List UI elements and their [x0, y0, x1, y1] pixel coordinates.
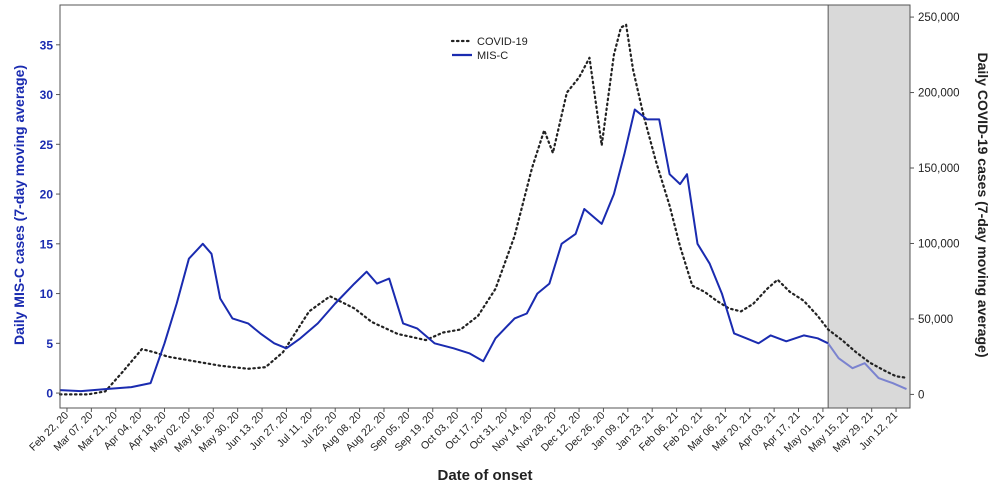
right-axis-tick-label: 200,000 — [918, 88, 960, 100]
series-line-mis-c-provisional — [827, 342, 907, 391]
left-axis-tick-label: 0 — [46, 387, 53, 401]
plot-frame — [59, 4, 911, 409]
right-axis-tick-label: 100,000 — [918, 238, 960, 250]
left-axis-tick-label: 35 — [40, 38, 54, 52]
right-axis-tick-label: 150,000 — [918, 163, 960, 175]
series-layer — [58, 23, 908, 396]
left-axis-title: Daily MIS-C cases (7-day moving average) — [11, 65, 27, 345]
legend: COVID-19 MIS-C — [450, 36, 528, 62]
right-axis-tick-label: 0 — [918, 389, 924, 401]
left-axis-tick-label: 30 — [40, 88, 54, 102]
left-y-axis: 0 5 10 15 20 25 30 35 — [40, 38, 60, 401]
left-axis-tick-label: 5 — [46, 337, 53, 351]
left-axis-tick-label: 20 — [40, 188, 54, 202]
right-y-axis: 0 50,000 100,000 150,000 200,000 250,000 — [910, 12, 960, 401]
plot-background — [60, 5, 910, 408]
right-axis-tick-label: 250,000 — [918, 12, 960, 24]
series-line-mis-c — [59, 108, 829, 393]
shaded-region — [828, 5, 910, 408]
right-axis-title: Daily COVID-19 cases (7-day moving avera… — [975, 52, 991, 357]
legend-covid-label: COVID-19 — [477, 36, 528, 48]
right-axis-tick-label: 50,000 — [918, 314, 953, 326]
x-axis-title: Date of onset — [437, 467, 532, 484]
series-line-covid-19 — [58, 23, 908, 396]
left-axis-tick-label: 10 — [40, 287, 54, 301]
legend-misc-label: MIS-C — [477, 50, 508, 62]
left-axis-tick-label: 15 — [40, 237, 54, 251]
left-axis-tick-label: 25 — [40, 138, 54, 152]
